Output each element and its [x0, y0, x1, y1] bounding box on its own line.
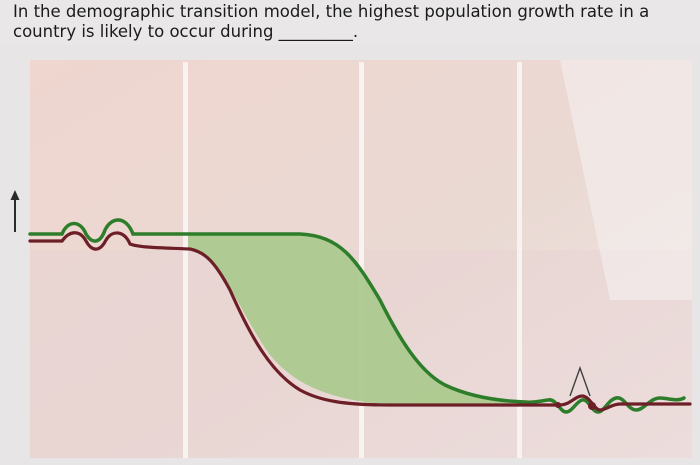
death-rate-line — [28, 231, 692, 412]
photo-glare — [560, 60, 692, 300]
answer-blank: _________. — [278, 22, 359, 41]
fluctuation-peak — [569, 365, 591, 397]
stage-dividers — [183, 62, 522, 458]
demographic-transition-figure — [0, 45, 700, 465]
y-axis-arrow — [10, 190, 20, 232]
question-text: In the demographic transition model, the… — [13, 2, 693, 42]
demographic-transition-diagram — [0, 45, 700, 465]
stage-divider-2 — [359, 62, 364, 458]
death-rate-dot — [588, 402, 596, 410]
stage-divider-1 — [183, 62, 188, 458]
stage-divider-3 — [517, 62, 522, 458]
death-rate-dot-2 — [555, 402, 561, 408]
question-prompt: In the demographic transition model, the… — [13, 2, 650, 41]
natural-increase-area — [188, 234, 525, 405]
